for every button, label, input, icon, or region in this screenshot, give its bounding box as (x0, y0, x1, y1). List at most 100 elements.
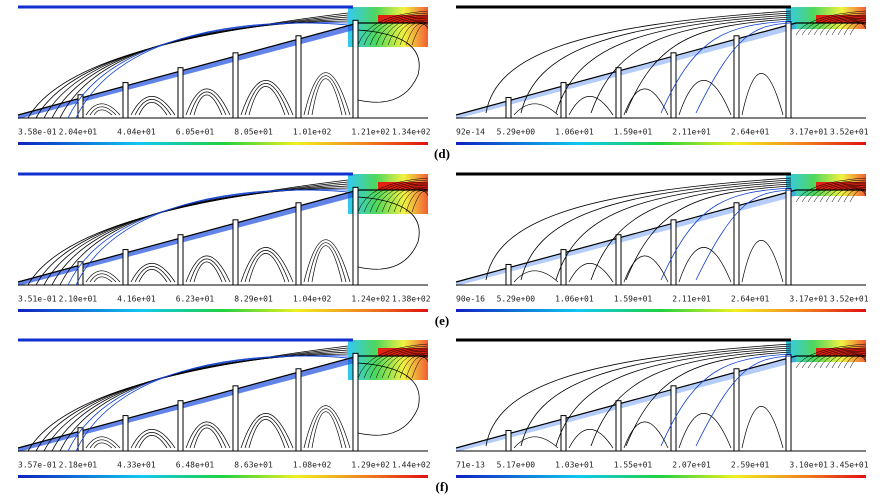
jet-contour (387, 19, 429, 46)
jet-contour (381, 18, 429, 46)
colorbar-label: 2.11e+01 (672, 295, 711, 304)
fin (122, 415, 129, 452)
cell-contour (240, 80, 294, 116)
cell-contour (85, 436, 121, 449)
cell-contour (93, 109, 113, 116)
cell-contour (678, 413, 732, 449)
jet-contour (819, 18, 867, 36)
wall-band (456, 23, 796, 119)
jet-contour (801, 345, 867, 369)
colorbar-label: 1.06e+01 (555, 295, 594, 304)
colorbar-label: 2.18e+01 (59, 461, 98, 470)
colorbar-label: 2.10e+01 (59, 295, 98, 304)
jet-contour (399, 355, 429, 379)
cell-contour (89, 106, 117, 116)
contour (555, 347, 792, 447)
colorbar-label: 90e-16 (456, 295, 485, 304)
jet-contour (363, 345, 429, 379)
cell-contour (138, 269, 168, 283)
colorbar-label: 1.44e+02 (392, 461, 431, 470)
fin (352, 186, 359, 286)
cell-contour (678, 247, 732, 283)
jet-contour (411, 24, 429, 46)
jet-contour (369, 14, 429, 46)
jet-contour (849, 190, 867, 203)
jet-contour (387, 352, 429, 379)
cell-contour (134, 432, 172, 449)
cell-contour (130, 263, 176, 283)
colorbar-label: 71e-13 (456, 461, 485, 470)
fin (122, 249, 129, 286)
colorbar-label: 1.59e+01 (614, 295, 653, 304)
cell-contour (303, 405, 351, 449)
cell-contour (138, 435, 168, 449)
colorbar (456, 142, 866, 145)
colorbar-label: 1.03e+01 (555, 461, 594, 470)
cell-contour (623, 88, 669, 116)
jet-contour (411, 191, 429, 213)
colorbar-label: 1.01e+02 (293, 128, 332, 137)
colorbar-label: 3.51e-01 (18, 295, 57, 304)
jet-contour (381, 351, 429, 379)
cell-contour (85, 103, 121, 116)
colorbar (456, 309, 866, 312)
cell-contour (89, 273, 117, 283)
cell-contour (189, 258, 227, 283)
jet-contour (795, 177, 867, 203)
colorbar-label: 92e-14 (456, 128, 485, 137)
fin (232, 219, 239, 286)
left-panel: 3.58e-01 2.04e+01 4.04e+01 6.05e+01 8.05e+01… (17, 5, 431, 145)
cell-contour (240, 413, 294, 449)
jet-contour (813, 349, 867, 369)
cell-contour (134, 266, 172, 283)
colorbar-label: 1.55e+01 (614, 461, 653, 470)
fin (615, 67, 622, 119)
cell-contour (623, 421, 669, 449)
jet-contour (813, 183, 867, 203)
colorbar-label: 3.52e+01 (830, 295, 869, 304)
colorbar-label: 2.11e+01 (672, 128, 711, 137)
fin (505, 96, 512, 119)
cell-contour (185, 255, 231, 283)
colorbar-label: 3.45e+01 (830, 461, 869, 470)
jet-contour (375, 16, 429, 46)
contour (75, 22, 349, 119)
jet-contour (357, 177, 429, 213)
fin (177, 67, 184, 119)
colorbar-label: 5.29e+00 (497, 295, 536, 304)
fin (733, 368, 740, 452)
cell-contour (678, 80, 732, 116)
jet-contour (795, 10, 867, 36)
jet-contour (807, 14, 867, 36)
colorbar-label: 1.08e+02 (293, 461, 332, 470)
colorbar-label: 6.48e+01 (176, 461, 215, 470)
fin (560, 82, 567, 119)
cell-contour (193, 261, 223, 283)
fin (77, 427, 84, 452)
fin (670, 219, 677, 286)
recirc (357, 29, 420, 103)
right-panel: 71e-13 5.17e+00 1.03e+01 1.55e+01 2.07e+01 2.… (455, 338, 869, 478)
jet-contour (819, 185, 867, 203)
contour (590, 349, 792, 447)
fin (560, 415, 567, 452)
colorbar-label: 2.59e+01 (731, 461, 770, 470)
colorbar-label: 3.58e-01 (18, 128, 57, 137)
cell-contour (93, 276, 113, 283)
jet-contour (357, 343, 429, 379)
fin (785, 188, 792, 286)
fin (232, 52, 239, 119)
cell-contour (93, 442, 113, 449)
wall-band (18, 190, 358, 286)
contour (75, 189, 349, 286)
fin (785, 21, 792, 119)
caption: (d) (434, 146, 450, 161)
colorbar (18, 309, 428, 312)
cell-contour (568, 263, 614, 283)
cell-contour (513, 103, 559, 116)
colorbar-label: 5.29e+00 (497, 128, 536, 137)
cell-contour (89, 439, 117, 449)
jet-contour (393, 354, 429, 379)
colorbar-label: 6.05e+01 (176, 128, 215, 137)
